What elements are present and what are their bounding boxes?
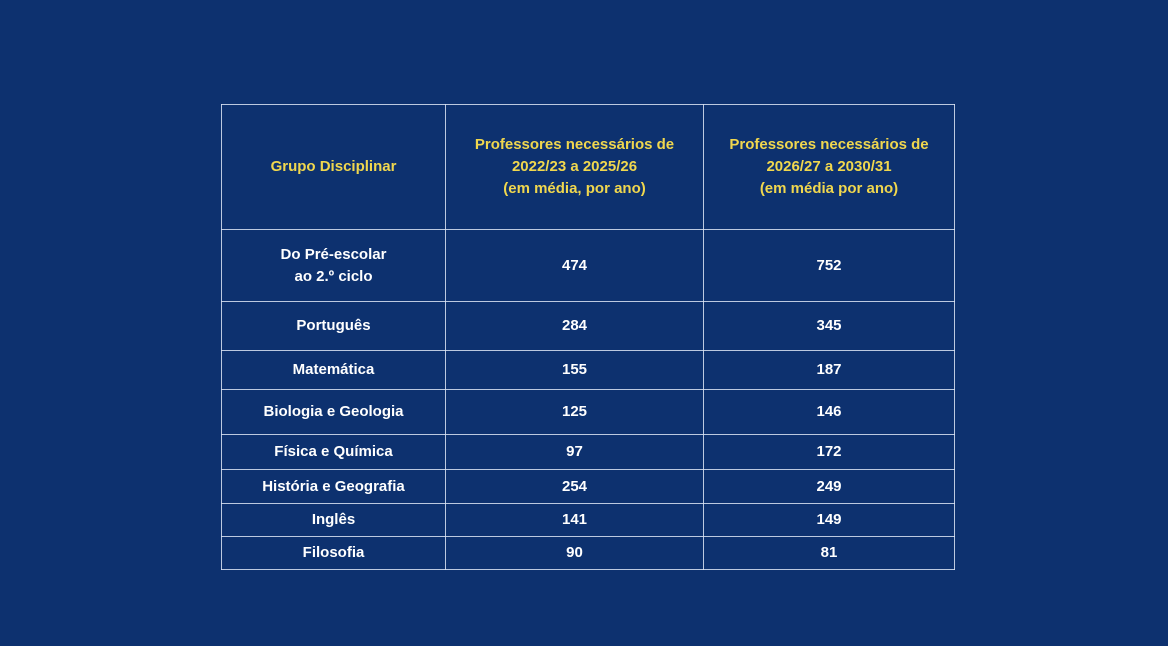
table-row: Biologia e Geologia 125 146 (221, 389, 955, 435)
value-2022-2026: 141 (445, 503, 704, 537)
header-line: (em média por ano) (759, 180, 899, 197)
value-2022-2026: 97 (445, 434, 704, 470)
teachers-needed-table-container: Grupo Disciplinar Professores necessário… (221, 104, 955, 570)
value-2026-2031: 172 (703, 434, 955, 470)
value-2022-2026: 474 (445, 229, 704, 302)
value-2026-2031: 146 (703, 389, 955, 435)
group-cell: Inglês (221, 503, 446, 537)
table-header-row: Grupo Disciplinar Professores necessário… (221, 104, 955, 230)
value-2026-2031: 345 (703, 301, 955, 351)
group-line: Do Pré-escolar (280, 245, 387, 263)
header-line: Grupo Disciplinar (270, 158, 397, 175)
table-row: Português 284 345 (221, 301, 955, 351)
header-2026-2031: Professores necessários de 2026/27 a 203… (703, 104, 955, 230)
table-row: História e Geografia 254 249 (221, 469, 955, 504)
group-cell: Matemática (221, 350, 446, 390)
table-row: Inglês 141 149 (221, 503, 955, 537)
header-line: (em média, por ano) (503, 180, 646, 197)
value-2026-2031: 249 (703, 469, 955, 504)
header-line: 2026/27 a 2030/31 (766, 158, 892, 175)
value-2026-2031: 752 (703, 229, 955, 302)
value-2022-2026: 125 (445, 389, 704, 435)
value-2026-2031: 149 (703, 503, 955, 537)
header-line: Professores necessários de (474, 136, 675, 153)
group-cell: Física e Química (221, 434, 446, 470)
value-2022-2026: 155 (445, 350, 704, 390)
group-cell: Português (221, 301, 446, 351)
value-2022-2026: 284 (445, 301, 704, 351)
group-cell: Filosofia (221, 536, 446, 570)
value-2026-2031: 187 (703, 350, 955, 390)
value-2022-2026: 254 (445, 469, 704, 504)
group-cell: Do Pré-escolar ao 2.º ciclo (221, 229, 446, 302)
table-row: Física e Química 97 172 (221, 434, 955, 470)
header-line: 2022/23 a 2025/26 (511, 158, 638, 175)
value-2026-2031: 81 (703, 536, 955, 570)
group-cell: Biologia e Geologia (221, 389, 446, 435)
table-row: Matemática 155 187 (221, 350, 955, 390)
header-line: Professores necessários de (729, 136, 929, 153)
table-row: Filosofia 90 81 (221, 536, 955, 570)
group-line: ao 2.º ciclo (294, 267, 373, 285)
value-2022-2026: 90 (445, 536, 704, 570)
table-row: Do Pré-escolar ao 2.º ciclo 474 752 (221, 229, 955, 302)
header-2022-2026: Professores necessários de 2022/23 a 202… (445, 104, 704, 230)
group-cell: História e Geografia (221, 469, 446, 504)
teachers-needed-table: Grupo Disciplinar Professores necessário… (221, 104, 955, 570)
header-grupo-disciplinar: Grupo Disciplinar (221, 104, 446, 230)
